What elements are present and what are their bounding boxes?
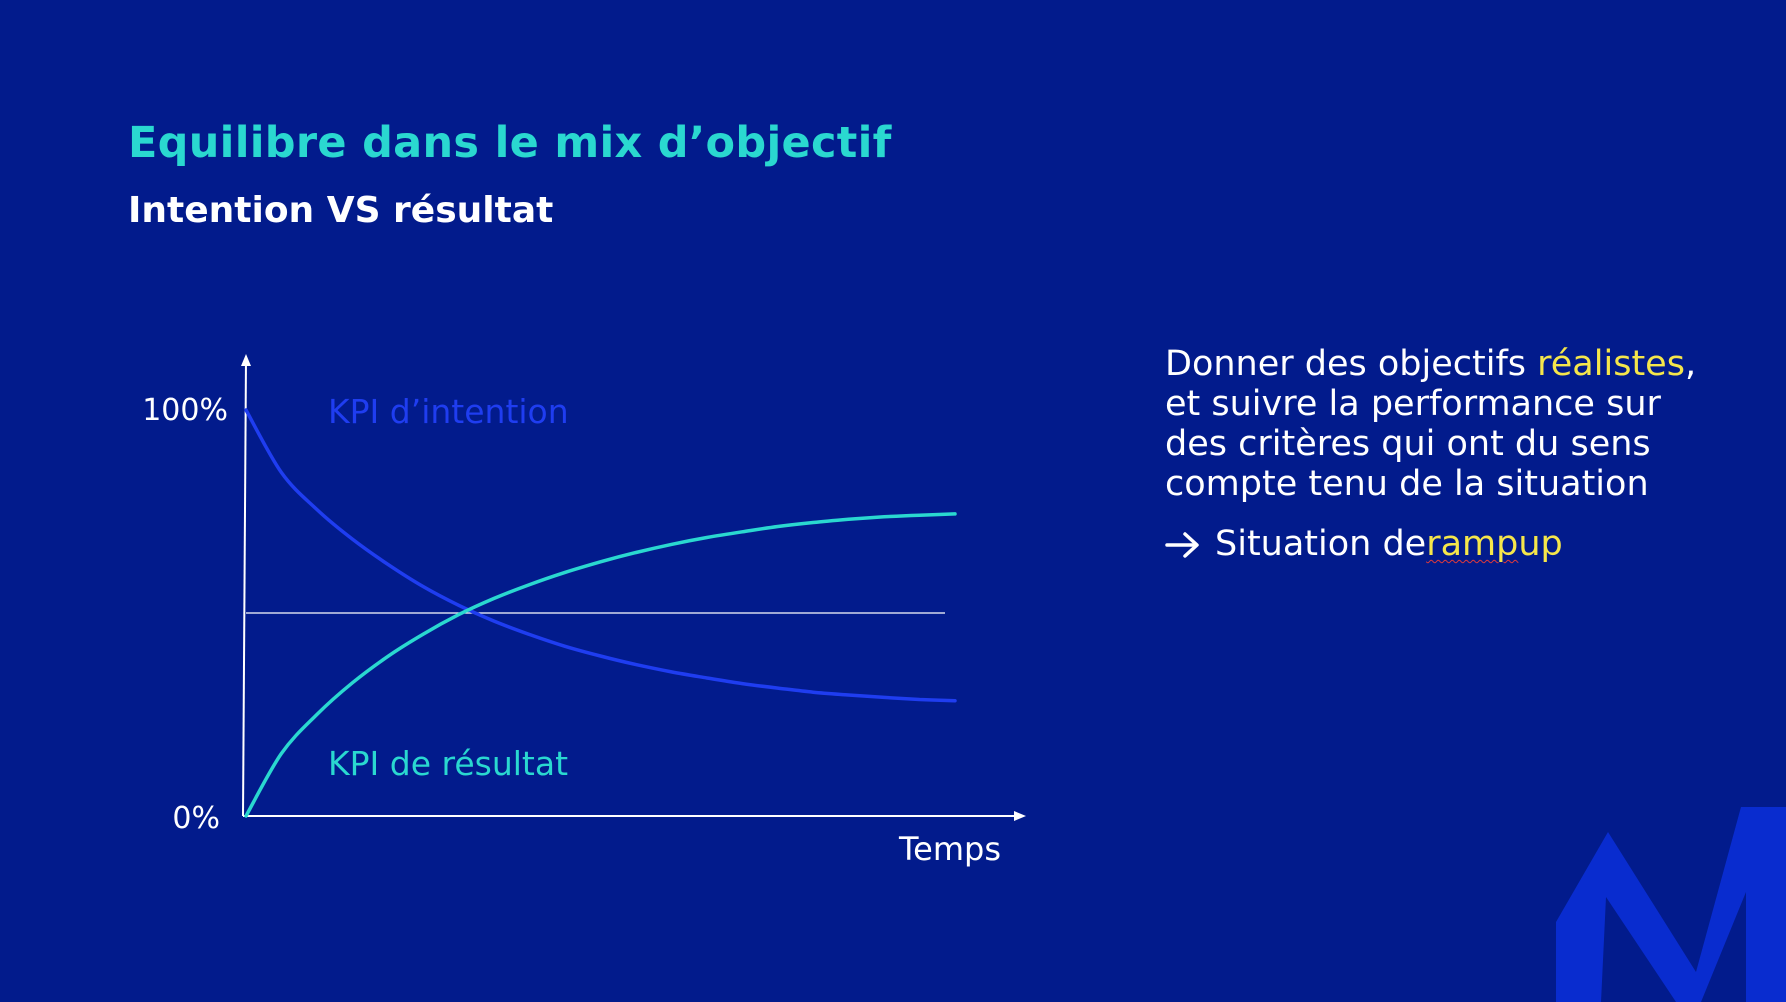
y-axis: [242, 357, 247, 817]
m-logo-icon: [1556, 807, 1786, 1002]
y-tick-label-0: 0%: [172, 801, 220, 836]
x-axis-arrowhead: [1014, 811, 1026, 821]
series-line-kpi-resultat: [244, 512, 957, 818]
chart-axes: [241, 354, 1026, 821]
highlight-realistes: réalistes: [1537, 344, 1685, 384]
y-tick-label-100: 100%: [142, 393, 228, 428]
side-text-line-2: et suivre la performance sur: [1165, 384, 1661, 424]
series-label-kpi-intention: KPI d’intention: [328, 392, 569, 431]
arrow-right-icon: [1165, 529, 1201, 559]
side-text-line-1c: ,: [1684, 344, 1697, 384]
side-text-line-1: Donner des objectifs réalistes,: [1165, 344, 1745, 384]
ramp-up-line: Situation de ramp up: [1165, 524, 1745, 564]
ramp-prefix: Situation de: [1215, 524, 1427, 564]
x-axis-label: Temps: [898, 830, 1001, 868]
series-label-kpi-resultat: KPI de résultat: [328, 744, 568, 783]
side-text-line-3: des critères qui ont du sens: [1165, 424, 1651, 464]
side-text-line-1a: Donner des objectifs: [1165, 344, 1538, 384]
side-text-block: Donner des objectifs réalistes, et suivr…: [1165, 344, 1745, 564]
slide-subtitle: Intention VS résultat: [128, 190, 554, 231]
series-line-kpi-intention: [244, 408, 957, 703]
y-axis-arrowhead: [241, 354, 251, 366]
highlight-up: up: [1518, 524, 1563, 564]
slide-title: Equilibre dans le mix d’objectif: [128, 118, 892, 168]
highlight-ramp: ramp: [1426, 524, 1519, 564]
side-text-line-4: compte tenu de la situation: [1165, 464, 1649, 504]
